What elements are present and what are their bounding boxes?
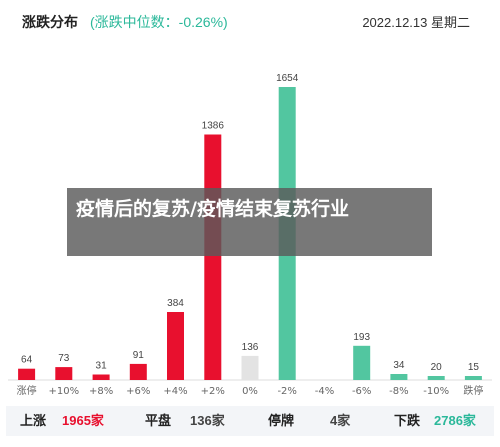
flat-label: 平盘 [145,413,172,428]
up-label: 上涨 [20,413,47,428]
category-label: +6% [126,386,150,397]
chart-header: 涨跌分布 (涨跌中位数：-0.26%) 2022.12.13 星期二 [0,0,500,40]
category-label: +4% [163,386,187,397]
chart-title: 涨跌分布 [22,14,78,30]
bar-4 [167,312,184,380]
watermark-text: 疫情后的复苏/疫情结束复苏行业 [76,198,349,220]
category-label: -4% [315,386,334,397]
halt-label: 停牌 [268,413,295,428]
up-count: 1965家 [62,413,104,428]
bar-value-label: 20 [431,362,443,373]
bar-0 [18,368,36,380]
bar-1 [55,367,73,380]
category-label: 0% [242,386,258,397]
category-label: -10% [423,386,449,397]
category-label: 跌停 [463,384,483,397]
down-label: 下跌 [394,413,421,428]
bar-2 [92,374,110,380]
category-label: +10% [48,386,79,397]
bar-value-label: 384 [167,298,184,309]
bar-6 [241,355,259,380]
bar-value-label: 136 [242,342,259,353]
bar-12 [464,376,482,380]
category-label: -8% [389,386,408,397]
bar-5 [204,134,222,380]
bar-value-label: 73 [58,353,70,364]
bar-value-label: 34 [393,360,405,371]
category-label: 涨停 [17,384,37,397]
flat-count: 136家 [190,413,225,428]
bar-value-label: 15 [468,362,480,373]
bar-value-label: 1386 [202,121,225,132]
category-label: +2% [201,386,225,397]
distribution-bar-chart: 64 涨停 73 +10% 31 +8% 91 +6% 384 +4% 1386 +2% 136 0% 16… [8,73,492,397]
watermark-banner [67,188,432,256]
summary-bar [6,406,494,436]
bar-value-label: 64 [21,355,33,366]
bar-value-label: 91 [133,350,145,361]
halt-count: 4家 [330,413,351,428]
bar-value-label: 1654 [276,73,299,84]
category-label: -2% [277,386,296,397]
median-change: (涨跌中位数：-0.26%) [90,14,228,30]
bar-value-label: 31 [96,361,108,372]
down-count: 2786家 [434,413,476,428]
bar-value-label: 193 [353,332,370,343]
bar-10 [390,374,408,380]
category-label: +8% [89,386,113,397]
trade-date: 2022.12.13 星期二 [362,15,470,30]
category-label: -6% [352,386,371,397]
bar-3 [129,363,147,380]
bar-9 [353,345,371,380]
bar-11 [427,376,445,380]
